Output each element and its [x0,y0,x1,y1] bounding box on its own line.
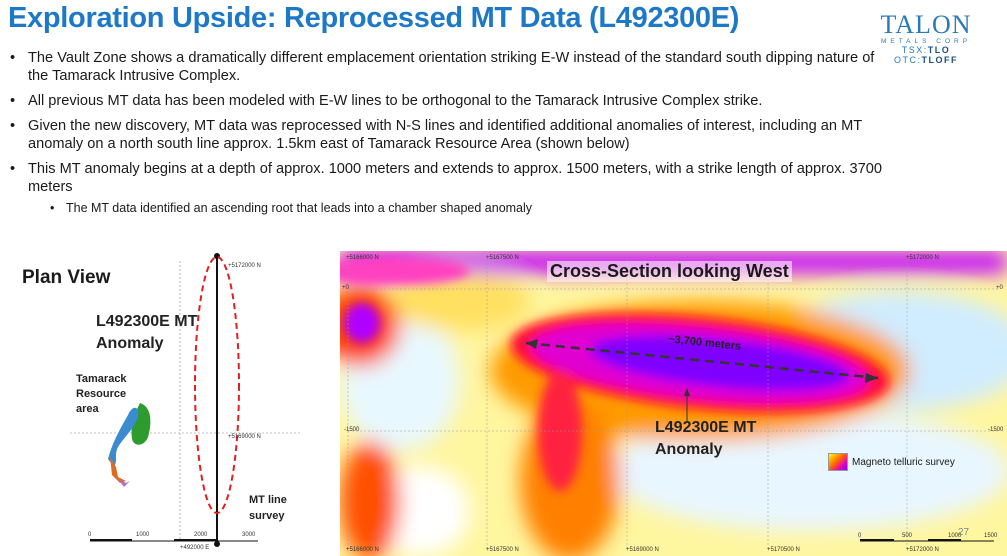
page-number: 27 [958,527,970,538]
plan-coord-mid: +5169000 N [228,434,261,440]
legend-swatch [828,453,848,471]
anomaly-ellipse [194,256,240,514]
mt-heatmap [340,251,1007,556]
legend: Magneto telluric survey [828,453,955,471]
plan-scale-2000: 2000 [194,532,208,538]
plan-anomaly-label: L492300E MT [96,313,198,330]
xsec-bottom-tick: +5170500 N [767,547,800,553]
xsec-scale-0: 0 [858,533,862,539]
xsec-scale-500: 500 [902,533,913,539]
tamarack-label: Tamarack Resource area [76,372,127,417]
xsec-top-tick: +5167500 N [486,255,519,261]
cross-section-title: Cross-Section looking West [547,261,792,282]
cross-section-anomaly-label: L492300E MT Anomaly [655,417,756,461]
ticker-otc: OTC:TLOFF [872,55,980,65]
plan-anomaly-label-2: Anomaly [96,335,164,352]
ticker-tsx-label: TSX: [901,45,928,55]
xsec-zero-right: +0 [996,285,1003,291]
xsec-anomaly-label-2: Anomaly [655,441,723,458]
tamarack-label-2: Resource [76,388,127,400]
plan-coord-top: +5172000 N [228,263,261,269]
xsec-bottom-tick: +5172000 N [906,547,939,553]
tamarack-label-3: area [76,403,99,415]
xsec-top-tick: +5172000 N [906,255,939,261]
ticker-tsx: TSX:TLO [872,45,980,55]
plan-scale-1000: 1000 [136,532,150,538]
xsec-zero-left: +0 [342,285,349,291]
xsec-scale-1000: 1000 [948,533,962,539]
plan-scale-3000: 3000 [242,532,256,538]
logo-sub: METALS CORP [880,38,972,45]
xsec-top-tick: +5166000 N [346,255,379,261]
talon-logo: TALON METALS CORP TSX:TLO OTC:TLOFF [872,10,980,66]
xsec-anomaly-label-1: L492300E MT [655,419,757,436]
xsec-bottom-tick: +5166000 N [346,547,379,553]
mt-line-label-2: survey [249,510,285,522]
bullet-item: Given the new discovery, MT data was rep… [8,117,888,153]
ticker-tsx-value: TLO [927,45,951,55]
bullet-item: All previous MT data has been modeled wi… [8,92,888,110]
plan-scale-0: 0 [88,532,92,538]
tamarack-label-1: Tamarack [76,373,127,385]
plan-view-map: Plan View L492300E MT Anomaly Tamarack R… [0,245,330,556]
xsec-bottom-tick: +5169000 N [626,547,659,553]
plan-coord-bottom: +492000 E [180,545,210,551]
logo-name: TALON [880,10,972,39]
page-title: Exploration Upside: Reprocessed MT Data … [8,2,740,34]
cross-section-image: Cross-Section looking West ~3,700 meters… [340,251,1007,556]
bullet-item: The Vault Zone shows a dramatically diff… [8,49,888,85]
xsec-scale-1500: 1500 [984,533,998,539]
legend-label: Magneto telluric survey [852,456,955,468]
bullet-item: This MT anomaly begins at a depth of app… [8,160,888,196]
ticker-otc-label: OTC: [894,55,922,65]
ticker-otc-value: TLOFF [921,55,958,65]
plan-view-title: Plan View [22,267,111,288]
sub-bullet-item: The MT data identified an ascending root… [8,200,888,216]
mt-line-label-1: MT line [249,494,287,506]
xsec-bottom-tick: +5167500 N [486,547,519,553]
bullet-list: The Vault Zone shows a dramatically diff… [8,49,888,216]
xsec-depth-left: -1500 [344,427,360,433]
xsec-depth-right: -1500 [988,427,1004,433]
mt-line-label: MT line survey [249,492,287,524]
plan-view-graphic [70,253,300,547]
